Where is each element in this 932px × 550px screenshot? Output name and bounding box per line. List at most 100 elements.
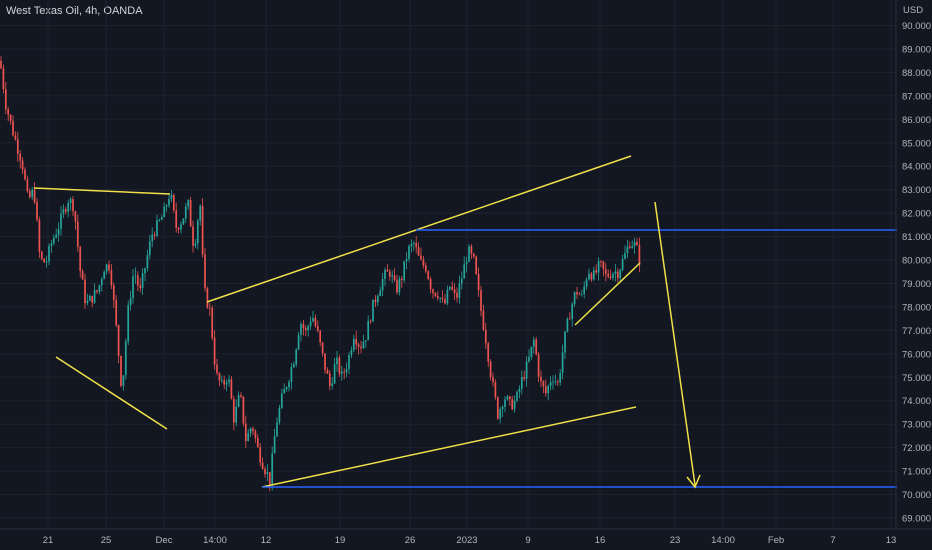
candle-down (252, 428, 254, 431)
candle-down (232, 398, 235, 423)
candle-up (249, 428, 252, 434)
candle-down (568, 318, 571, 320)
candle-up (352, 338, 355, 351)
price-tick-label: 78.000 (902, 302, 931, 313)
candle-down (26, 179, 29, 192)
trendline-short-upper[interactable] (574, 262, 641, 326)
candle-up (312, 317, 314, 322)
candle-down (213, 337, 216, 365)
candle-down (441, 297, 444, 300)
candle-down (4, 89, 7, 110)
candle-down (472, 253, 475, 257)
candle-up (31, 189, 34, 198)
candle-up (340, 371, 343, 374)
candle-down (177, 228, 180, 230)
candle-down (396, 280, 398, 293)
candle-down (314, 317, 317, 326)
candle-down (604, 269, 607, 274)
time-tick-label: 13 (886, 535, 897, 546)
candle-up (547, 385, 550, 394)
candle-down (544, 386, 547, 394)
candle-up (158, 219, 161, 221)
candle-up (266, 472, 269, 475)
candle-down (355, 338, 358, 345)
candle-down (261, 462, 264, 469)
candle-down (393, 275, 396, 281)
candle-up (530, 346, 533, 358)
projection-arrow-line[interactable] (654, 201, 696, 486)
trendline-lower-left[interactable] (55, 356, 168, 430)
channel-upper-line[interactable] (206, 155, 632, 303)
candle-down (259, 447, 262, 463)
projection-arrowhead (686, 474, 701, 489)
candle-down (321, 342, 324, 354)
candle-down (328, 373, 331, 386)
candle-down (343, 371, 346, 373)
candle-down (451, 286, 454, 290)
time-axis[interactable]: 21 25 Dec 14:00 12 19 26 2023 9 16 23 14:00 Feb 7 13 (0, 528, 932, 546)
time-tick-label: 21 (43, 535, 54, 546)
candle-up (144, 268, 146, 274)
candle-up (228, 379, 230, 383)
candle-down (304, 328, 307, 331)
candle-up (345, 368, 348, 373)
candle-down (607, 273, 610, 277)
candle-down (429, 278, 432, 290)
time-tick-label: 14:00 (711, 535, 735, 546)
candle-up (333, 364, 336, 384)
drawings (33, 155, 897, 489)
candle-up (100, 279, 103, 286)
candle-up (103, 271, 106, 280)
candle-down (523, 376, 526, 379)
time-tick-label: Dec (156, 535, 173, 546)
candle-up (48, 245, 50, 262)
candle-down (112, 285, 115, 301)
candle-down (14, 135, 17, 140)
price-tick-label: 73.000 (902, 420, 931, 431)
chart-title: West Texas Oil, 4h, OANDA (6, 5, 143, 17)
candle-up (408, 246, 410, 260)
candle-down (360, 346, 362, 349)
time-tick-label: 14:00 (203, 535, 227, 546)
candle-down (316, 325, 319, 331)
candle-down (74, 211, 77, 222)
time-tick-label: 26 (405, 535, 416, 546)
candle-down (453, 289, 456, 293)
candle-down (374, 299, 377, 303)
price-axis[interactable]: USD 90.000 89.000 88.000 87.000 86.000 85.000 8… (895, 0, 931, 529)
candle-down (609, 276, 612, 278)
candle-down (120, 355, 122, 386)
candle-up (448, 286, 451, 290)
candle-up (194, 243, 197, 246)
channel-lower-line[interactable] (261, 406, 637, 488)
price-tick-label: 82.000 (902, 209, 931, 220)
candle-down (223, 380, 226, 385)
candle-up (583, 286, 586, 294)
price-tick-label: 88.000 (902, 68, 931, 79)
candle-down (487, 343, 490, 362)
candle-up (235, 406, 238, 423)
candle-down (636, 241, 638, 246)
candle-down (616, 271, 619, 279)
candle-down (21, 160, 24, 170)
candle-up (439, 297, 442, 299)
candle-down (456, 292, 458, 298)
candle-down (24, 169, 26, 180)
price-tick-label: 90.000 (902, 21, 931, 32)
trendline-upper-left[interactable] (33, 187, 171, 195)
candle-down (324, 353, 326, 370)
candle-up (290, 367, 293, 382)
candle-up (465, 261, 468, 265)
candle-up (45, 261, 48, 263)
candle-down (489, 361, 492, 378)
candle-down (136, 275, 139, 286)
candle-up (180, 224, 182, 230)
candle-down (33, 189, 36, 203)
time-tick-label: 9 (525, 535, 530, 546)
candle-down (268, 472, 271, 485)
candle-down (578, 294, 581, 296)
candle-up (633, 241, 636, 247)
candle-up (552, 381, 554, 383)
candle-down (422, 259, 425, 266)
